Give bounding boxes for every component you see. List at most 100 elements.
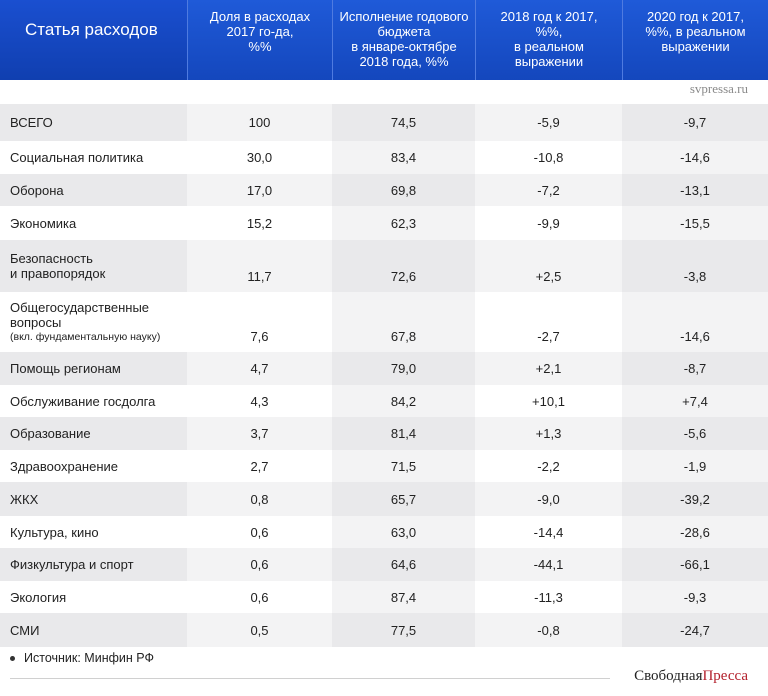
share-value: 0,5 — [187, 613, 332, 647]
change-2018-value: -7,2 — [475, 174, 622, 206]
execution-value: 79,0 — [332, 352, 475, 385]
row-label: Здравоохранение — [0, 450, 187, 482]
table-row: Безопасность и правопорядок 11,7 72,6 +2… — [0, 240, 768, 292]
change-2020-value: -24,7 — [622, 613, 768, 647]
change-2020-value: -28,6 — [622, 516, 768, 548]
row-label: Обслуживание госдолга — [0, 385, 187, 417]
row-label: ВСЕГО — [0, 104, 187, 141]
header-2020-vs-2017: 2020 год к 2017, %%, в реальном выражени… — [622, 0, 768, 80]
share-value: 11,7 — [187, 240, 332, 292]
header-label: 2018 год к 2017, — [500, 9, 598, 24]
change-2020-value: -3,8 — [622, 240, 768, 292]
execution-value: 83,4 — [332, 141, 475, 174]
change-2018-value: -10,8 — [475, 141, 622, 174]
share-value: 0,6 — [187, 516, 332, 548]
header-execution-2018: Исполнение годового бюджета в январе-окт… — [332, 0, 475, 80]
change-2020-value: -14,6 — [622, 292, 768, 352]
table-row: Экономика 15,2 62,3 -9,9 -15,5 — [0, 206, 768, 240]
table-row: ВСЕГО 100 74,5 -5,9 -9,7 — [0, 104, 768, 141]
share-value: 100 — [187, 104, 332, 141]
change-2018-value: +10,1 — [475, 385, 622, 417]
header-share-2017: Доля в расходах 2017 го-да, %% — [187, 0, 332, 80]
brand-logo: СвободнаяПресса — [634, 668, 748, 685]
row-label: Помощь регионам — [0, 352, 187, 385]
change-2020-value: -1,9 — [622, 450, 768, 482]
share-value: 15,2 — [187, 206, 332, 240]
execution-value: 62,3 — [332, 206, 475, 240]
header-label: Статья расходов — [25, 20, 158, 39]
source-note: Источник: Минфин РФ — [10, 651, 154, 665]
table-header: Статья расходов Доля в расходах 2017 го-… — [0, 0, 768, 80]
table-body: ВСЕГО 100 74,5 -5,9 -9,7 Социальная поли… — [0, 104, 768, 647]
header-label: бюджета — [377, 24, 431, 39]
table-row: Помощь регионам 4,7 79,0 +2,1 -8,7 — [0, 352, 768, 385]
change-2018-value: -2,7 — [475, 292, 622, 352]
share-value: 2,7 — [187, 450, 332, 482]
row-label: Физкультура и спорт — [0, 548, 187, 581]
change-2018-value: -5,9 — [475, 104, 622, 141]
header-label: 2017 го-да, — [226, 24, 294, 39]
table-row: Здравоохранение 2,7 71,5 -2,2 -1,9 — [0, 450, 768, 482]
share-value: 0,8 — [187, 482, 332, 516]
change-2018-value: -14,4 — [475, 516, 622, 548]
brand-logo-part: Свободная — [634, 668, 703, 684]
change-2020-value: -8,7 — [622, 352, 768, 385]
table-row: Социальная политика 30,0 83,4 -10,8 -14,… — [0, 141, 768, 174]
source-note-text: Источник: Минфин РФ — [24, 651, 154, 665]
table-row: Культура, кино 0,6 63,0 -14,4 -28,6 — [0, 516, 768, 548]
row-label-line: и правопорядок — [10, 266, 106, 281]
change-2018-value: -9,9 — [475, 206, 622, 240]
change-2020-value: +7,4 — [622, 385, 768, 417]
row-label: Общегосударственные вопросы (вкл. фундам… — [0, 292, 187, 352]
change-2018-value: -2,2 — [475, 450, 622, 482]
table-row: СМИ 0,5 77,5 -0,8 -24,7 — [0, 613, 768, 647]
header-label: Доля в расходах — [209, 9, 311, 24]
share-value: 4,7 — [187, 352, 332, 385]
share-value: 0,6 — [187, 548, 332, 581]
row-label-line: Безопасность — [10, 251, 93, 266]
execution-value: 84,2 — [332, 385, 475, 417]
change-2018-value: +2,1 — [475, 352, 622, 385]
divider — [10, 678, 610, 679]
execution-value: 64,6 — [332, 548, 475, 581]
change-2018-value: +2,5 — [475, 240, 622, 292]
change-2020-value: -13,1 — [622, 174, 768, 206]
table-row: Оборона 17,0 69,8 -7,2 -13,1 — [0, 174, 768, 206]
share-value: 4,3 — [187, 385, 332, 417]
row-label: Безопасность и правопорядок — [0, 240, 187, 292]
header-label: 2020 год к 2017, — [647, 9, 744, 24]
row-label: СМИ — [0, 613, 187, 647]
header-label: в январе-октябре — [351, 39, 457, 54]
change-2020-value: -5,6 — [622, 417, 768, 450]
row-label: Социальная политика — [0, 141, 187, 174]
change-2018-value: -0,8 — [475, 613, 622, 647]
execution-value: 69,8 — [332, 174, 475, 206]
share-value: 7,6 — [187, 292, 332, 352]
source-watermark: svpressa.ru — [689, 81, 748, 96]
share-value: 30,0 — [187, 141, 332, 174]
execution-value: 77,5 — [332, 613, 475, 647]
change-2018-value: -44,1 — [475, 548, 622, 581]
execution-value: 65,7 — [332, 482, 475, 516]
table-row: ЖКХ 0,8 65,7 -9,0 -39,2 — [0, 482, 768, 516]
change-2020-value: -14,6 — [622, 141, 768, 174]
execution-value: 71,5 — [332, 450, 475, 482]
header-label: выражении — [661, 39, 730, 54]
table-row: Физкультура и спорт 0,6 64,6 -44,1 -66,1 — [0, 548, 768, 581]
header-2018-vs-2017: 2018 год к 2017, %%, в реальном выражени… — [475, 0, 622, 80]
row-label: Культура, кино — [0, 516, 187, 548]
share-value: 0,6 — [187, 581, 332, 613]
header-label: %%, в реальном — [645, 24, 746, 39]
header-label: Исполнение годового — [339, 9, 469, 24]
share-value: 17,0 — [187, 174, 332, 206]
header-label: %% — [248, 39, 272, 54]
execution-value: 63,0 — [332, 516, 475, 548]
execution-value: 72,6 — [332, 240, 475, 292]
change-2020-value: -9,3 — [622, 581, 768, 613]
table-row: Образование 3,7 81,4 +1,3 -5,6 — [0, 417, 768, 450]
execution-value: 87,4 — [332, 581, 475, 613]
execution-value: 67,8 — [332, 292, 475, 352]
execution-value: 74,5 — [332, 104, 475, 141]
share-value: 3,7 — [187, 417, 332, 450]
row-label: Оборона — [0, 174, 187, 206]
